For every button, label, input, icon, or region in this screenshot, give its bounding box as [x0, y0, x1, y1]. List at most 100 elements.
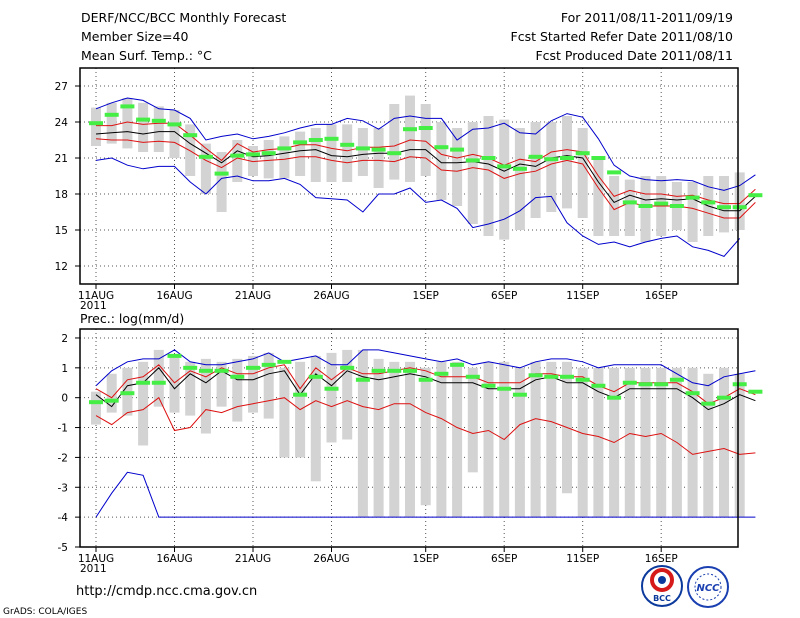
- forecast-start-date: Fcst Started Refer Date 2011/08/10: [511, 29, 734, 44]
- ensemble-range-bar: [514, 367, 525, 518]
- ensemble-range-bar: [687, 367, 698, 518]
- ensemble-range-bar: [216, 361, 227, 407]
- ensemble-range-bar: [248, 355, 258, 413]
- min-line: [95, 157, 741, 257]
- ensemble-range-bar: [577, 367, 588, 518]
- y-tick-label: 24: [55, 117, 69, 129]
- ensemble-range-bar: [185, 124, 196, 176]
- ensemble-range-bar: [609, 176, 620, 236]
- ensemble-range-bar: [530, 361, 541, 518]
- y-tick-label: -2: [58, 452, 68, 464]
- y-tick-label: -1: [58, 423, 68, 435]
- ensemble-range-bar: [405, 95, 415, 182]
- ensemble-range-bar: [138, 102, 149, 152]
- temp-variable-label: Mean Surf. Temp.: °C: [81, 48, 212, 63]
- ensemble-range-bar: [687, 182, 698, 242]
- max-line: [95, 97, 756, 191]
- ensemble-range-bar: [483, 361, 494, 518]
- y-tick-label: -3: [58, 482, 68, 494]
- x-tick-label: 1SEP: [413, 290, 439, 302]
- ensemble-range-bar: [719, 176, 729, 233]
- ensemble-range-bar: [640, 367, 651, 518]
- ensemble-range-bar: [106, 102, 117, 144]
- ensemble-range-bar: [138, 361, 149, 446]
- ensemble-range-bar: [389, 104, 400, 180]
- x-tick-label: 16AUG: [156, 553, 192, 565]
- ensemble-range-bar: [263, 352, 274, 419]
- ensemble-range-bar: [452, 128, 463, 206]
- ensemble-range-bar: [122, 98, 133, 149]
- ensemble-range-bar: [200, 143, 211, 194]
- mean-line: [95, 131, 756, 212]
- y-tick-label: 0: [61, 393, 68, 405]
- ensemble-range-bar: [452, 361, 463, 518]
- x-tick-label: 6SEP: [491, 290, 517, 302]
- y-tick-label: 1: [61, 363, 68, 375]
- ensemble-range-bar: [153, 349, 164, 407]
- ensemble-range-bar: [593, 367, 604, 518]
- x-tick-label: 1SEP: [413, 553, 439, 565]
- ensemble-range-bar: [420, 367, 431, 506]
- ensemble-range-bar: [624, 367, 635, 518]
- ensemble-range-bar: [106, 373, 117, 413]
- ensemble-range-bar: [546, 122, 557, 212]
- x-tick-label: 16SEP: [645, 290, 678, 302]
- ensemble-range-bar: [342, 349, 353, 440]
- ensemble-range-bar: [640, 176, 651, 242]
- ensemble-range-bar: [232, 140, 243, 182]
- x-tick-label: 26AUG: [313, 290, 349, 302]
- ensemble-range-bar: [342, 124, 353, 182]
- ensemble-range-bar: [185, 361, 196, 416]
- ensemble-range-bar: [703, 373, 714, 518]
- forecast-produced-date: Fcst Produced Date 2011/08/11: [535, 48, 733, 63]
- x-tick-label: 11AUG: [78, 290, 114, 302]
- ensemble-range-bar: [91, 391, 101, 425]
- ensemble-range-bar: [467, 367, 478, 473]
- ensemble-range-bar: [216, 152, 227, 212]
- ensemble-range-bar: [169, 355, 180, 413]
- ensemble-range-bar: [405, 361, 415, 518]
- y-tick-label: 18: [55, 189, 68, 201]
- bcc-logo-text: BCC: [653, 594, 671, 603]
- x-tick-year-label: 2011: [80, 300, 107, 312]
- ensemble-range-bar: [326, 124, 337, 182]
- member-size: Member Size=40: [81, 29, 188, 44]
- x-tick-label: 21AUG: [235, 290, 271, 302]
- ensemble-range-bar: [310, 128, 321, 182]
- ensemble-range-bar: [514, 128, 525, 230]
- ensemble-range-bar: [483, 116, 494, 236]
- ensemble-range-bar: [530, 122, 541, 218]
- x-tick-label: 6SEP: [491, 553, 517, 565]
- ensemble-range-bar: [562, 116, 572, 209]
- ensemble-range-bar: [656, 367, 667, 518]
- ensemble-range-bar: [734, 373, 745, 518]
- ensemble-range-bar: [295, 131, 306, 176]
- upper-line: [96, 121, 756, 205]
- x-tick-label: 16SEP: [645, 553, 678, 565]
- ensemble-range-bar: [91, 107, 101, 146]
- ensemble-range-bar: [200, 358, 211, 434]
- ncc-logo: NCC: [687, 566, 729, 608]
- ensemble-range-bar: [546, 361, 557, 518]
- ensemble-range-bar: [248, 146, 258, 176]
- lower-line: [95, 396, 756, 455]
- ensemble-range-bar: [357, 128, 368, 176]
- ensemble-range-bar: [624, 179, 635, 236]
- min-line: [95, 471, 756, 518]
- source-url[interactable]: http://cmdp.ncc.cma.gov.cn: [76, 584, 257, 599]
- ensemble-range-bar: [232, 358, 243, 422]
- ensemble-range-bar: [373, 358, 384, 518]
- y-tick-label: 2: [61, 333, 68, 345]
- ensemble-range-bar: [326, 352, 337, 443]
- ensemble-range-bar: [373, 128, 384, 188]
- y-tick-label: -5: [58, 542, 68, 554]
- y-tick-label: 27: [55, 81, 68, 93]
- y-tick-label: -4: [58, 512, 69, 524]
- max-line: [95, 349, 756, 387]
- ensemble-range-bar: [279, 136, 290, 179]
- ensemble-range-bar: [719, 367, 729, 518]
- forecast-period: For 2011/08/11-2011/09/19: [561, 10, 733, 25]
- x-tick-label: 11AUG: [78, 553, 114, 565]
